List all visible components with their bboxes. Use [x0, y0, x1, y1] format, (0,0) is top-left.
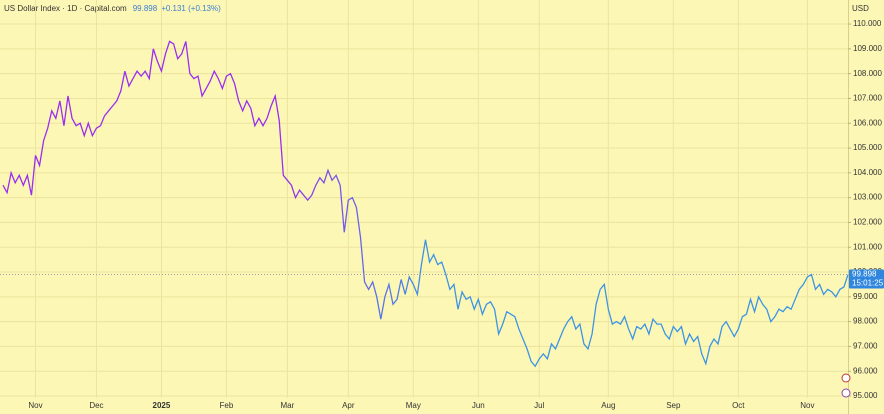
- y-tick-label: 101.000: [853, 242, 882, 251]
- y-tick-label: 109.000: [853, 44, 882, 53]
- x-tick-label: Nov: [800, 401, 814, 410]
- y-tick-label: 110.000: [853, 19, 882, 28]
- x-tick-label: Apr: [342, 401, 355, 410]
- y-tick-label: 95.000: [853, 391, 878, 400]
- icon: [841, 388, 851, 398]
- currency: USD: [852, 4, 869, 13]
- y-tick-label: 103.000: [853, 193, 882, 202]
- x-tick-label: Feb: [220, 401, 234, 410]
- price-tag-countdown: 15:01:25: [852, 279, 884, 288]
- price-line: [2, 40, 849, 368]
- x-tick-label: Mar: [280, 401, 294, 410]
- x-tick-label: May: [406, 401, 421, 410]
- y-tick-label: 99.000: [853, 292, 878, 301]
- y-tick-label: 106.000: [853, 118, 882, 127]
- x-tick-label: Sep: [666, 401, 681, 410]
- x-tick-label: Dec: [89, 401, 103, 410]
- x-tick-label: 2025: [153, 401, 171, 410]
- y-tick-label: 98.000: [853, 317, 878, 326]
- x-tick-label: Oct: [732, 401, 745, 410]
- y-tick-label: 97.000: [853, 342, 878, 351]
- chart-title: US Dollar Index · 1D · Capital.com: [4, 4, 127, 13]
- y-tick-label: 105.000: [853, 143, 882, 152]
- icon: [841, 373, 851, 383]
- y-tick-label: 108.000: [853, 69, 882, 78]
- x-tick-label: Jul: [534, 401, 544, 410]
- y-tick-label: 104.000: [853, 168, 882, 177]
- y-tick-label: 107.000: [853, 94, 882, 103]
- x-tick-label: Jun: [472, 401, 485, 410]
- y-tick-label: 102.000: [853, 218, 882, 227]
- price-tag-value: 99.898: [852, 270, 877, 279]
- x-tick-label: Aug: [601, 401, 615, 410]
- price-tag: [849, 269, 884, 289]
- header-change: +0.131 (+0.13%): [161, 4, 221, 13]
- header-price: 99.898: [133, 4, 158, 13]
- y-tick-label: 96.000: [853, 366, 878, 375]
- x-tick-label: Nov: [28, 401, 42, 410]
